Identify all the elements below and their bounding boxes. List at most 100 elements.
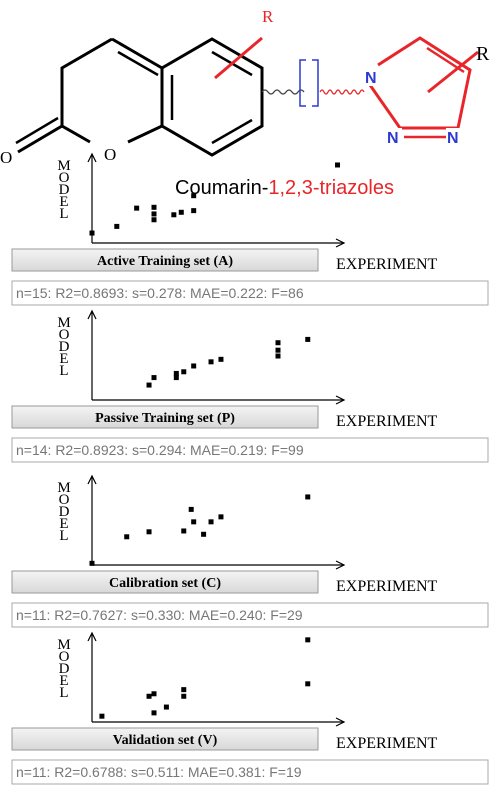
set-button: [11, 248, 319, 272]
data-point: [151, 217, 157, 223]
set-button: [11, 405, 319, 429]
data-point: [89, 560, 95, 566]
double-bond: [117, 50, 159, 77]
data-point: [151, 710, 157, 716]
spacer-bracket: [299, 59, 319, 107]
stats-text: n=11: R2=0.6788: s=0.511: MAE=0.381: F=1…: [16, 764, 302, 780]
x-axis-label: EXPERIMENT: [336, 413, 438, 430]
data-point: [305, 681, 311, 687]
set-title: Validation set (V): [113, 733, 218, 748]
stats-text: n=15: R2=0.8693: s=0.278: MAE=0.222: F=8…: [16, 285, 304, 301]
atom-label: N: [447, 130, 459, 147]
data-point: [191, 519, 197, 525]
scatter-panel: MODEL EXPERIMENT Calibration set (C) n=11: …: [11, 474, 489, 628]
atom-labels: R R O O: [0, 7, 490, 167]
benzene-ring: [160, 37, 264, 157]
set-button: [11, 727, 319, 751]
x-axis-arrow: [335, 560, 346, 570]
set-title: Passive Training set (P): [95, 411, 235, 426]
data-point: [335, 162, 341, 168]
carbonyl-double: [15, 116, 59, 145]
bond: [111, 37, 163, 70]
coumarin-structure: [15, 37, 264, 157]
data-point: [305, 494, 311, 500]
data-point: [146, 529, 152, 535]
data-point: [124, 534, 130, 540]
data-point: [181, 693, 187, 699]
label-bg: [364, 68, 380, 86]
data-point: [163, 704, 169, 710]
x-axis-arrow: [335, 395, 346, 405]
data-point: [191, 193, 197, 199]
set-button: [11, 570, 319, 594]
data-point: [275, 340, 281, 346]
data-point: [275, 353, 281, 359]
data-point: [114, 223, 120, 229]
x-axis-arrow: [335, 717, 346, 727]
atom-label: O: [0, 148, 12, 167]
data-point: [178, 209, 184, 215]
compound-name: Coumarin-1,2,3-triazoles: [175, 177, 394, 199]
name-suffix: 1,2,3-triazoles: [268, 177, 394, 199]
label-bg: [446, 128, 462, 146]
stats-box: [11, 280, 489, 306]
y-axis-label: MODEL: [56, 637, 72, 697]
data-point: [305, 637, 311, 643]
y-axis-arrow: [87, 631, 97, 642]
data-point: [201, 531, 207, 537]
data-point: [191, 363, 197, 369]
x-axis-label: EXPERIMENT: [336, 578, 438, 595]
name-prefix: Coumarin-: [175, 177, 268, 199]
label-bg: [386, 128, 402, 146]
data-point: [171, 212, 177, 218]
scatter-panel: MODEL EXPERIMENT Active Training set (A) n=…: [11, 152, 489, 306]
data-point: [173, 375, 179, 381]
pyrone-ring: [60, 37, 113, 144]
data-point: [151, 211, 157, 217]
stats-text: n=14: R2=0.8923: s=0.294: MAE=0.219: F=9…: [16, 442, 304, 458]
data-point: [151, 204, 157, 210]
data-point: [218, 356, 224, 362]
set-title: Active Training set (A): [97, 254, 233, 269]
wavy-link: [319, 89, 365, 95]
set-title: Calibration set (C): [109, 576, 221, 591]
data-point: [208, 359, 214, 365]
y-axis-label: MODEL: [56, 158, 72, 218]
wavy-link: [261, 89, 305, 95]
data-point: [188, 506, 194, 512]
scatter-panel: MODEL EXPERIMENT Validation set (V) n=11: R…: [11, 631, 489, 785]
substituent-bond: [214, 36, 263, 80]
data-point: [151, 691, 157, 697]
scatter-panel: MODEL EXPERIMENT Passive Training set (P) n…: [11, 309, 489, 463]
data-point: [191, 208, 197, 214]
atom-label: N: [365, 70, 377, 87]
data-point: [99, 713, 105, 719]
stats-box: [11, 602, 489, 628]
data-point: [134, 205, 140, 211]
x-axis-label: EXPERIMENT: [336, 735, 438, 752]
y-axis-arrow: [87, 474, 97, 485]
stats-box: [11, 759, 489, 785]
carbonyl: [17, 124, 63, 154]
data-point: [151, 375, 157, 381]
atom-labels: N N N: [364, 68, 462, 147]
bond: [127, 124, 163, 144]
data-point: [218, 514, 224, 520]
atom-label: N: [387, 130, 399, 147]
data-point: [275, 347, 281, 353]
data-point: [181, 369, 187, 375]
y-axis-arrow: [87, 309, 97, 320]
y-axis-arrow: [87, 152, 97, 163]
r-label: R: [476, 43, 490, 65]
x-axis-label: EXPERIMENT: [336, 256, 438, 273]
data-point: [181, 528, 187, 534]
double-bond: [211, 118, 253, 145]
atom-label: O: [104, 145, 116, 164]
data-point: [146, 382, 152, 388]
triazole-ring: [368, 36, 479, 139]
data-point: [173, 370, 179, 376]
stats-box: [11, 437, 489, 463]
y-axis-label: MODEL: [56, 480, 72, 540]
r-label: R: [262, 7, 274, 26]
